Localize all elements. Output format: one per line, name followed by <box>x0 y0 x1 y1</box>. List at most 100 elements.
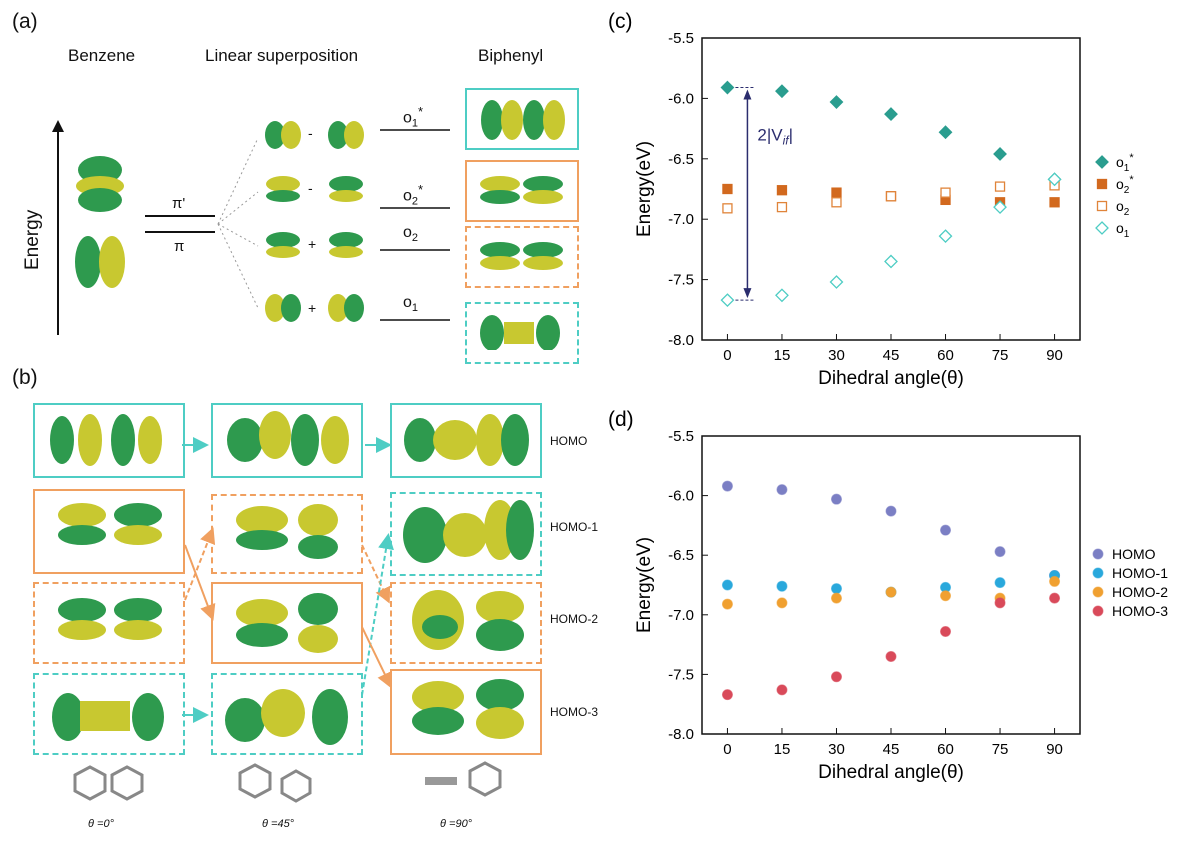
box-90deg-homo-2 <box>390 582 542 664</box>
data-point <box>830 493 842 505</box>
orbital-label-o2-star: o2* <box>403 182 424 208</box>
y-axis-label: Energy(eV) <box>634 141 655 237</box>
x-tick-label: 75 <box>992 741 1009 758</box>
y-tick-label: -7.0 <box>668 211 694 228</box>
data-point <box>938 125 953 140</box>
delta-arrow-head-bottom <box>743 288 752 299</box>
mo-90deg-homo <box>404 414 529 466</box>
mo-0deg-homo-1 <box>58 503 162 545</box>
biphenyl-box-o1 <box>465 302 579 364</box>
x-tick-label: 0 <box>723 347 731 364</box>
box-45deg-homo-1 <box>211 494 363 574</box>
legend-marker <box>1092 567 1104 579</box>
legend-marker <box>1095 221 1109 235</box>
angle-label-45: θ =45° <box>262 818 295 830</box>
energy-axis-label: Energy <box>22 209 43 270</box>
panel-a-label: (a) <box>12 10 38 33</box>
data-point <box>720 80 735 95</box>
biphenyl-box-o2-star <box>465 160 579 222</box>
data-point <box>884 254 898 269</box>
data-point <box>721 579 733 591</box>
data-point <box>776 684 788 696</box>
data-point <box>721 480 733 492</box>
data-point <box>776 185 788 196</box>
data-point <box>1049 197 1060 208</box>
angle-label-0: θ =0° <box>88 818 114 830</box>
mo-0deg-homo-2 <box>58 598 162 640</box>
mo-0deg-homo <box>50 414 162 466</box>
data-point <box>776 580 788 592</box>
data-point <box>884 107 898 122</box>
legend-label: HOMO-2 <box>1112 584 1168 600</box>
mo-45deg-homo-3 <box>225 689 348 745</box>
data-point <box>885 586 897 598</box>
x-tick-label: 45 <box>883 347 900 364</box>
skeleton-0deg <box>73 765 144 801</box>
data-point <box>831 197 842 208</box>
x-tick-label: 75 <box>992 347 1009 364</box>
box-0deg-homo-2 <box>33 582 185 664</box>
pi-prime-label: π' <box>172 195 186 212</box>
row-label-homo-1: HOMO-1 <box>550 520 598 534</box>
skeleton-90deg <box>425 761 502 797</box>
data-point <box>940 625 952 637</box>
chart-c: (c) -5.5 -6.0 -6.5 -7.0 -7.5 -8.0 0 15 30 45 60 75 90… <box>608 10 1134 389</box>
data-point <box>831 187 842 198</box>
chart-panel-label: (c) <box>608 10 633 33</box>
mo-45deg-homo-1 <box>236 504 338 559</box>
panel-b-label: (b) <box>12 366 38 389</box>
data-point <box>720 293 735 308</box>
data-point <box>940 187 951 198</box>
data-point <box>776 597 788 609</box>
legend-marker <box>1096 200 1108 212</box>
data-point <box>993 200 1007 215</box>
box-45deg-homo-2 <box>211 582 363 664</box>
row-label-homo-3: HOMO-3 <box>550 705 598 719</box>
legend-marker <box>1092 605 1104 617</box>
data-point <box>885 505 897 517</box>
superposition-pair-2 <box>266 176 363 202</box>
x-axis-label: Dihedral angle(θ) <box>818 368 964 389</box>
superposition-pair-1 <box>265 121 364 149</box>
pi-label: π <box>174 238 185 255</box>
data-point <box>885 651 897 663</box>
y-tick-label: -6.0 <box>668 488 694 505</box>
data-point <box>938 229 953 244</box>
x-axis-label: Dihedral angle(θ) <box>818 762 964 783</box>
mo-0deg-homo-3 <box>52 693 164 741</box>
x-tick-label: 90 <box>1046 347 1063 364</box>
op-2: - <box>308 180 313 196</box>
data-point <box>830 671 842 683</box>
data-point <box>829 275 844 289</box>
y-tick-label: -5.5 <box>668 428 694 445</box>
x-tick-label: 60 <box>937 347 954 364</box>
x-tick-label: 0 <box>723 741 731 758</box>
biphenyl-box-o1-star <box>465 88 579 150</box>
legend-label: o1* <box>1116 152 1134 174</box>
y-tick-label: -7.5 <box>668 272 694 289</box>
data-point <box>885 191 897 202</box>
op-4: + <box>308 300 317 316</box>
x-tick-label: 45 <box>883 741 900 758</box>
angle-label-90: θ =90° <box>440 818 473 830</box>
box-45deg-homo <box>211 403 363 478</box>
coupling-annotation: 2|Vif| <box>757 126 793 148</box>
data-point <box>994 181 1006 192</box>
biphenyl-orbital-o2-star <box>480 176 563 204</box>
data-point <box>776 201 788 213</box>
skeleton-45deg <box>238 763 312 803</box>
y-tick-label: -5.5 <box>668 30 694 47</box>
orbital-label-o1-star: o1* <box>403 104 424 130</box>
y-axis-label: Energy(eV) <box>634 537 655 633</box>
legend-marker <box>1095 155 1109 169</box>
x-tick-label: 90 <box>1046 741 1063 758</box>
superposition-pair-4 <box>265 294 364 322</box>
legend-marker <box>1092 586 1104 598</box>
box-90deg-homo-3 <box>390 669 542 755</box>
linear-superposition-header: Linear superposition <box>205 46 359 65</box>
data-point <box>830 583 842 595</box>
biphenyl-orbital-o1 <box>480 315 560 350</box>
data-point <box>775 288 789 303</box>
y-tick-label: -6.0 <box>668 90 694 107</box>
y-tick-label: -6.5 <box>668 151 694 168</box>
